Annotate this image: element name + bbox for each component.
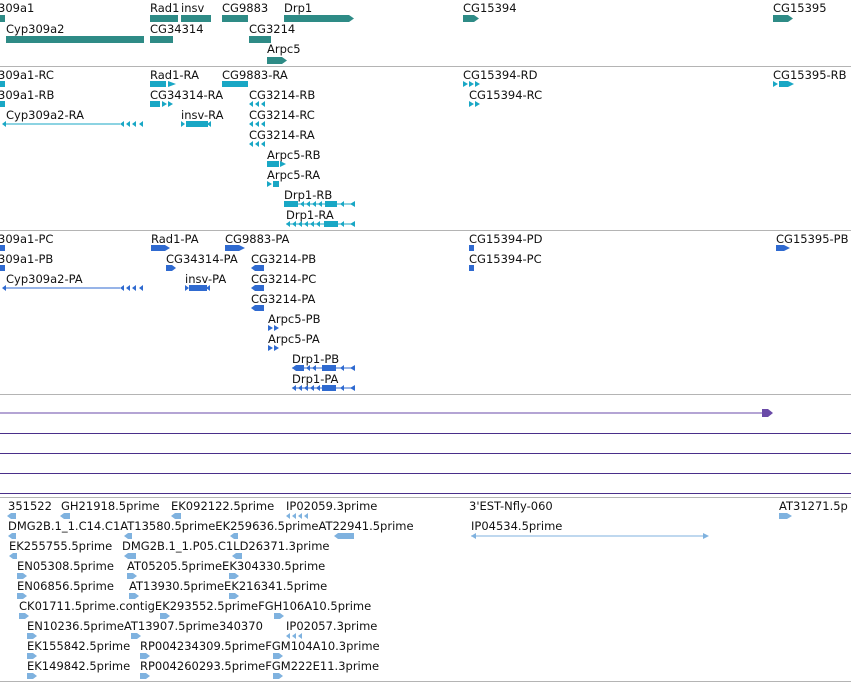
gene-arrow [267, 57, 287, 64]
protein-label[interactable]: CG9883-PA [225, 232, 290, 246]
protein-label[interactable]: Drp1-PB [292, 352, 340, 366]
gene-arrow [284, 15, 354, 22]
gene-label[interactable]: CG15395 [773, 1, 827, 15]
est-label[interactable]: DMG2B.1_1.P05.C1LD26371.3prime [122, 539, 330, 553]
gene-label[interactable]: CG9883 [222, 1, 269, 15]
est-label[interactable]: EN10236.5primeAT13907.5prime340370 [27, 619, 263, 633]
sequence-line [0, 493, 851, 494]
track-separator [0, 230, 851, 231]
est-label[interactable]: IP02057.3prime [286, 619, 378, 633]
est-label[interactable]: IP02059.3prime [286, 499, 378, 513]
transcript-label[interactable]: CG15395-RB [773, 68, 847, 82]
gene-label[interactable]: CG34314 [150, 22, 204, 36]
track-separator [0, 497, 851, 498]
est-label[interactable]: 3'EST-Nfly-060 [469, 499, 553, 513]
transcript-glyphs[interactable] [0, 67, 851, 230]
transcript-track: 309a1-RC 309a1-RB Cyp309a2-RA Rad1-RA CG… [0, 67, 851, 230]
est-label[interactable]: EK255755.5prime [9, 539, 113, 553]
est-label[interactable]: EN06856.5prime [17, 579, 114, 593]
protein-glyphs[interactable] [0, 231, 851, 394]
transcript-label[interactable]: CG3214-RB [249, 88, 316, 102]
transcript-label[interactable]: Cyp309a2-RA [6, 108, 84, 122]
est-label[interactable]: CK01711.5prime.contigEK293552.5primeFGH1… [19, 599, 372, 613]
gene-label[interactable]: Arpc5 [267, 42, 301, 56]
gene-bar [222, 15, 248, 22]
transcript-label[interactable]: Rad1-RA [150, 68, 199, 82]
transcript-label[interactable]: insv-RA [181, 108, 224, 122]
transcript-label[interactable]: CG3214-RC [249, 108, 315, 122]
transcript-label[interactable]: Drp1-RA [286, 208, 334, 222]
gene-bar [181, 15, 211, 22]
est-track: 351522 GH21918.5prime EK092122.5prime IP… [0, 498, 851, 682]
est-label[interactable]: IP04534.5prime [471, 519, 563, 533]
est-label[interactable]: EK092122.5prime [171, 499, 275, 513]
sequence-line [0, 433, 851, 434]
transcript-label[interactable]: 309a1-RC [0, 68, 54, 82]
protein-label[interactable]: CG34314-PA [166, 252, 238, 266]
sequence-arrow[interactable] [0, 408, 851, 418]
protein-label[interactable]: Cyp309a2-PA [6, 272, 83, 286]
est-glyphs[interactable] [0, 498, 851, 682]
protein-label[interactable]: Arpc5-PB [268, 312, 321, 326]
est-label[interactable]: RP004234309.5primeFGM104A10.3prime [140, 639, 380, 653]
protein-label[interactable]: CG3214-PA [251, 292, 316, 306]
gene-arrow [463, 15, 479, 22]
est-label[interactable]: AT31271.5p [779, 499, 848, 513]
gene-bar [150, 36, 173, 43]
est-label[interactable]: AT13930.5primeEK216341.5prime [129, 579, 328, 593]
track-separator [0, 66, 851, 67]
gene-label[interactable]: CG15394 [463, 1, 517, 15]
protein-label[interactable]: 309a1-PB [0, 252, 54, 266]
gene-bar [150, 15, 178, 22]
sequence-line [0, 453, 851, 454]
est-label[interactable]: AT05205.5primeEK304330.5prime [127, 559, 326, 573]
protein-label[interactable]: Rad1-PA [151, 232, 199, 246]
transcript-label[interactable]: Arpc5-RA [267, 168, 321, 182]
track-separator [0, 394, 851, 395]
gene-track: 309a1 Cyp309a2 Rad1 insv CG34314 CG9883 … [0, 0, 851, 66]
protein-label[interactable]: Arpc5-PA [268, 332, 320, 346]
transcript-label[interactable]: CG3214-RA [249, 128, 315, 142]
transcript-label[interactable]: 309a1-RB [0, 88, 55, 102]
gene-bar [249, 36, 271, 43]
sequence-line [0, 473, 851, 474]
gene-label[interactable]: CG3214 [249, 22, 296, 36]
transcript-label[interactable]: CG15394-RD [463, 68, 538, 82]
transcript-label[interactable]: Arpc5-RB [267, 148, 321, 162]
transcript-label[interactable]: CG9883-RA [222, 68, 288, 82]
gene-glyphs[interactable] [0, 0, 851, 66]
protein-label[interactable]: CG15394-PC [469, 252, 542, 266]
protein-label[interactable]: CG3214-PB [251, 252, 317, 266]
gene-arrow [773, 15, 793, 22]
protein-label[interactable]: insv-PA [185, 272, 227, 286]
gene-label[interactable]: insv [181, 1, 205, 15]
transcript-label[interactable]: Drp1-RB [284, 188, 333, 202]
transcript-label[interactable]: CG15394-RC [469, 88, 543, 102]
protein-label[interactable]: 309a1-PC [0, 232, 54, 246]
gene-label[interactable]: Drp1 [284, 1, 313, 15]
transcript-label[interactable]: CG34314-RA [150, 88, 224, 102]
protein-track: 309a1-PC 309a1-PB Cyp309a2-PA Rad1-PA CG… [0, 231, 851, 394]
gene-bar [6, 36, 144, 43]
est-label[interactable]: RP004260293.5primeFGM222E11.3prime [140, 659, 380, 673]
est-label[interactable]: EK155842.5prime [27, 639, 131, 653]
protein-label[interactable]: Drp1-PA [292, 372, 339, 386]
gene-label[interactable]: Cyp309a2 [6, 22, 65, 36]
est-label[interactable]: EK149842.5prime [27, 659, 131, 673]
est-label[interactable]: 351522 [8, 499, 52, 513]
gene-label[interactable]: 309a1 [0, 1, 35, 15]
protein-label[interactable]: CG15394-PD [469, 232, 543, 246]
gene-label[interactable]: Rad1 [150, 1, 180, 15]
est-label[interactable]: GH21918.5prime [61, 499, 160, 513]
gene-bar [0, 15, 5, 22]
protein-label[interactable]: CG15395-PB [776, 232, 849, 246]
est-label[interactable]: EN05308.5prime [17, 559, 114, 573]
est-label[interactable]: DMG2B.1_1.C14.C1AT13580.5primeEK259636.5… [8, 519, 414, 533]
protein-label[interactable]: CG3214-PC [251, 272, 317, 286]
